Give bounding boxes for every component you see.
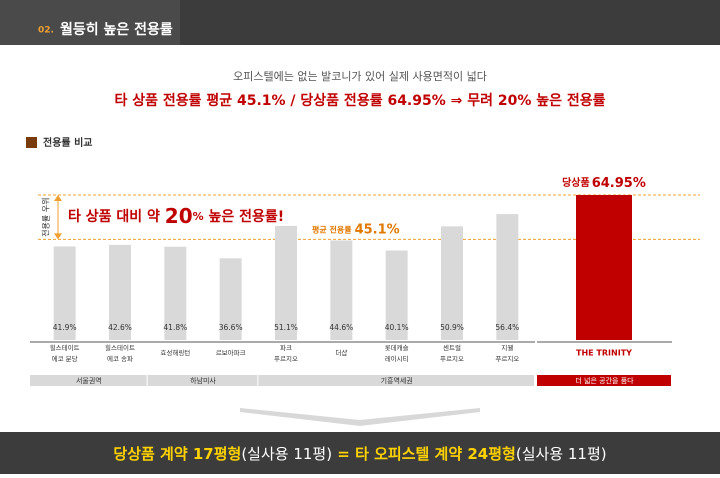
header-number: 02.: [38, 26, 54, 36]
bar: [441, 226, 463, 340]
category-label: 효성해링턴: [160, 348, 190, 357]
arrow-head: [54, 195, 62, 201]
category-line: 지웰: [501, 343, 513, 352]
footer-part: = 타 오피스텔 계약 24평형: [332, 445, 516, 463]
group-band: [30, 375, 147, 386]
chevron: [240, 408, 480, 426]
subtitle: 오피스텔에는 없는 발코니가 있어 실제 사용면적이 넓다: [233, 70, 487, 83]
category-line: 푸르지오: [440, 354, 464, 363]
category-line: 힐스테이트: [50, 343, 80, 352]
value-label: 36.6%: [219, 323, 243, 332]
value-label: 당상품 64.95%: [562, 176, 646, 191]
footer-text: 당상품 계약 17평형(실사용 11평) = 타 오피스텔 계약 24평형(실사…: [113, 445, 606, 463]
annotation-part: 높은 전용률!: [204, 208, 285, 225]
annotation: 타 상품 대비 약 20% 높은 전용률!: [68, 204, 284, 228]
value-label: 51.1%: [274, 323, 298, 332]
annotation-part: 20: [165, 204, 193, 228]
bar: [496, 214, 519, 340]
reference-name: 평균 전용률: [312, 224, 352, 234]
category-label: 르보아파크: [216, 348, 246, 357]
category-line: 롯데캐슬: [385, 343, 409, 352]
span-label: 전용률 우위: [41, 197, 51, 236]
reference-label: 평균 전용률 45.1%: [312, 222, 400, 237]
bar: [385, 250, 408, 340]
annotation-part: 타 상품 대비 약: [68, 208, 165, 225]
group-label: 서울권역: [76, 376, 102, 385]
highlight-category: THE TRINITY: [576, 349, 632, 358]
headline: 타 상품 전용률 평균 45.1% / 당상품 전용률 64.95% ⇒ 무려 …: [114, 92, 605, 109]
group-label: 더 넓은 공간을 품다: [575, 376, 634, 385]
category-line: 푸르지오: [274, 354, 298, 363]
value-number: 64.95%: [592, 176, 646, 191]
footer-part: (실사용 11평): [516, 445, 607, 463]
value-prefix: 당상품: [562, 176, 590, 189]
group-label: 기흥역세권: [381, 376, 413, 385]
value-label: 41.9%: [53, 323, 77, 332]
bar: [53, 246, 76, 340]
bar: [275, 225, 297, 340]
bar: [330, 240, 353, 340]
value-label: 41.8%: [163, 323, 187, 332]
footer-bar: [0, 432, 720, 474]
bar: [576, 195, 632, 340]
value-label: 42.6%: [108, 323, 132, 332]
footer-part: (실사용 11평): [241, 445, 332, 463]
category-line: 에코 송파: [107, 354, 133, 363]
legend-swatch: [26, 137, 37, 148]
value-label: 50.9%: [440, 323, 464, 332]
annotation-part: %: [193, 210, 204, 223]
legend-label: 전용률 비교: [43, 136, 92, 149]
category-line: 푸르지오: [495, 354, 519, 363]
value-label: 56.4%: [495, 323, 519, 332]
category-line: 힐스테이트: [105, 343, 135, 352]
group-band: [258, 375, 534, 386]
category-line: 에코 분당: [52, 354, 78, 363]
reference-value: 45.1%: [355, 222, 400, 237]
group-band: [537, 375, 671, 386]
bar: [164, 246, 187, 340]
category-line: 파크: [280, 343, 292, 352]
footer-part: 당상품 계약 17평형: [113, 445, 241, 463]
category-line: 센트럴: [443, 343, 461, 352]
category-line: 레이시티: [385, 354, 409, 363]
bar: [109, 244, 131, 340]
arrow-head: [54, 233, 62, 240]
header-title: 월등히 높은 전용률: [60, 21, 173, 38]
category-label: 더샵: [335, 348, 347, 357]
value-label: 44.6%: [329, 323, 353, 332]
group-band: [147, 375, 258, 386]
header-accent: [0, 0, 180, 45]
value-label: 40.1%: [385, 323, 409, 332]
bar: [219, 258, 242, 340]
group-label: 하남미사: [190, 376, 216, 385]
